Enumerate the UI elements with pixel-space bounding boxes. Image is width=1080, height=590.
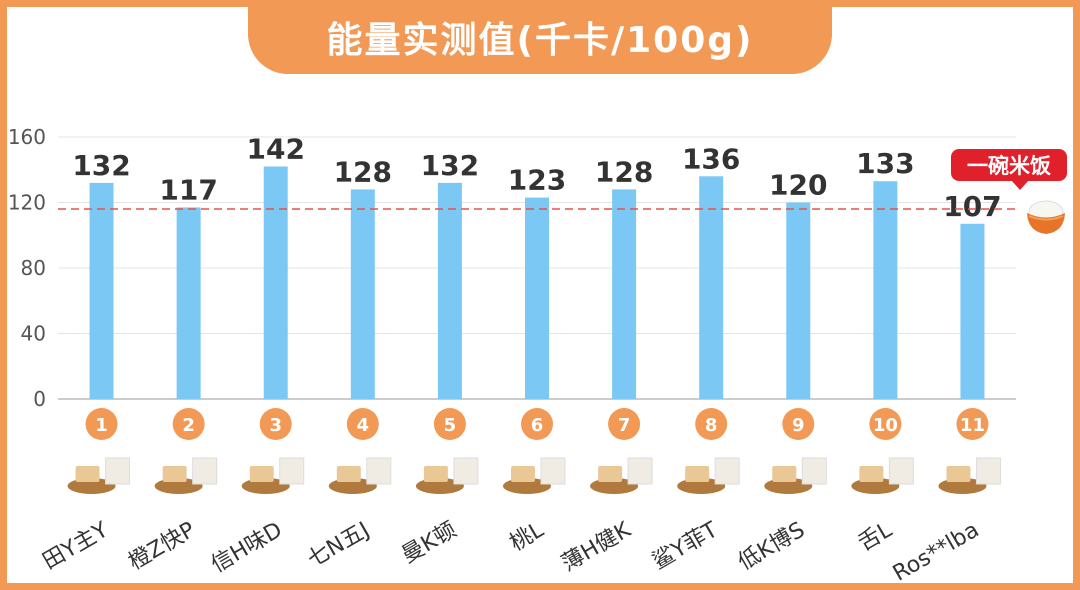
rank-number: 11 [960,415,985,436]
bar-value-label: 117 [159,173,217,206]
product-package-image [453,457,479,485]
y-tick-label: 40 [21,322,46,346]
rank-badge [956,408,989,440]
bar-value-label: 128 [334,155,392,188]
y-tick-label: 160 [8,125,46,149]
rank-badge [172,408,205,440]
rank-number: 9 [792,415,805,436]
rank-number: 4 [357,415,370,436]
category-label: 橙Z快P [124,518,199,576]
product-bread-image [162,466,187,482]
product-bread-image [423,466,448,482]
bar-value-label: 123 [508,164,566,197]
product-package-image [366,457,392,485]
bar-value-label: 136 [682,142,740,175]
rice-bowl-badge-label: 一碗米饭 [967,154,1051,178]
category-label: 桃L [506,517,549,556]
bar [525,197,549,399]
bar [699,176,724,399]
rank-badge [782,408,815,440]
rank-number: 5 [444,415,457,436]
bar-value-label: 128 [595,155,653,188]
rank-number: 6 [531,415,544,436]
bar [437,182,462,399]
product-bread-image [772,466,797,482]
rice-bowl-badge: 一碗米饭 [951,149,1067,190]
rank-number: 2 [182,415,195,436]
bar [873,181,898,399]
product-package-image [192,457,218,485]
product-package-image [975,457,1001,485]
rank-badge [869,408,902,440]
rice-bowl-icon [1027,200,1065,234]
category-label: Ros**lba [889,518,984,587]
bar [786,202,811,399]
product-package-image [801,457,827,485]
bar [350,189,375,399]
category-label: 舌L [854,517,897,556]
bar-value-label: 132 [72,149,130,182]
bar [176,207,201,399]
chart-title: 能量实测值(千卡/100g) [326,20,754,61]
category-label: 田Y主Y [39,517,113,574]
rank-badge [85,408,118,440]
bar-value-label: 120 [769,169,827,202]
product-bread-image [249,466,274,482]
product-package-image [714,457,740,485]
bar [263,166,288,399]
rank-badge [521,408,553,440]
rank-number: 8 [705,415,718,436]
category-label: 低K博S [734,518,809,576]
product-package-image [279,457,305,485]
rank-number: 7 [618,415,631,436]
product-package-image [627,457,653,485]
product-package-image [540,457,566,485]
title-banner: 能量实测值(千卡/100g) [248,0,832,74]
rank-number: 3 [269,415,282,436]
y-tick-label: 80 [21,256,46,280]
bar-value-label: 142 [247,132,305,165]
product-package-image [105,457,131,485]
rank-badge [433,408,466,440]
bar-value-label: 132 [421,149,479,182]
product-bread-image [75,466,100,482]
rank-badge [695,408,728,440]
category-label: 七N五J [303,518,373,573]
rank-number: 10 [873,415,898,436]
bar-value-label: 133 [856,147,914,180]
product-package-image [888,457,914,485]
rank-badge [259,408,292,440]
rank-number: 1 [95,415,108,436]
product-bread-image [946,466,971,482]
bar-value-label: 107 [943,190,1001,223]
bar [960,223,985,399]
product-bread-image [336,466,361,482]
category-label: 曼K顿 [398,518,461,569]
bar [89,182,114,399]
bar [612,189,637,399]
rank-badge [608,408,641,440]
category-label: 鲨Y菲T [648,517,722,574]
rank-badge [346,408,379,440]
y-tick-label: 0 [33,387,46,411]
category-label: 薄H健K [558,517,636,576]
product-bread-image [685,466,710,482]
product-bread-image [598,466,623,482]
product-bread-image [859,466,884,482]
y-tick-label: 120 [8,191,46,215]
product-bread-image [511,466,535,482]
category-label: 信H味D [207,518,287,578]
